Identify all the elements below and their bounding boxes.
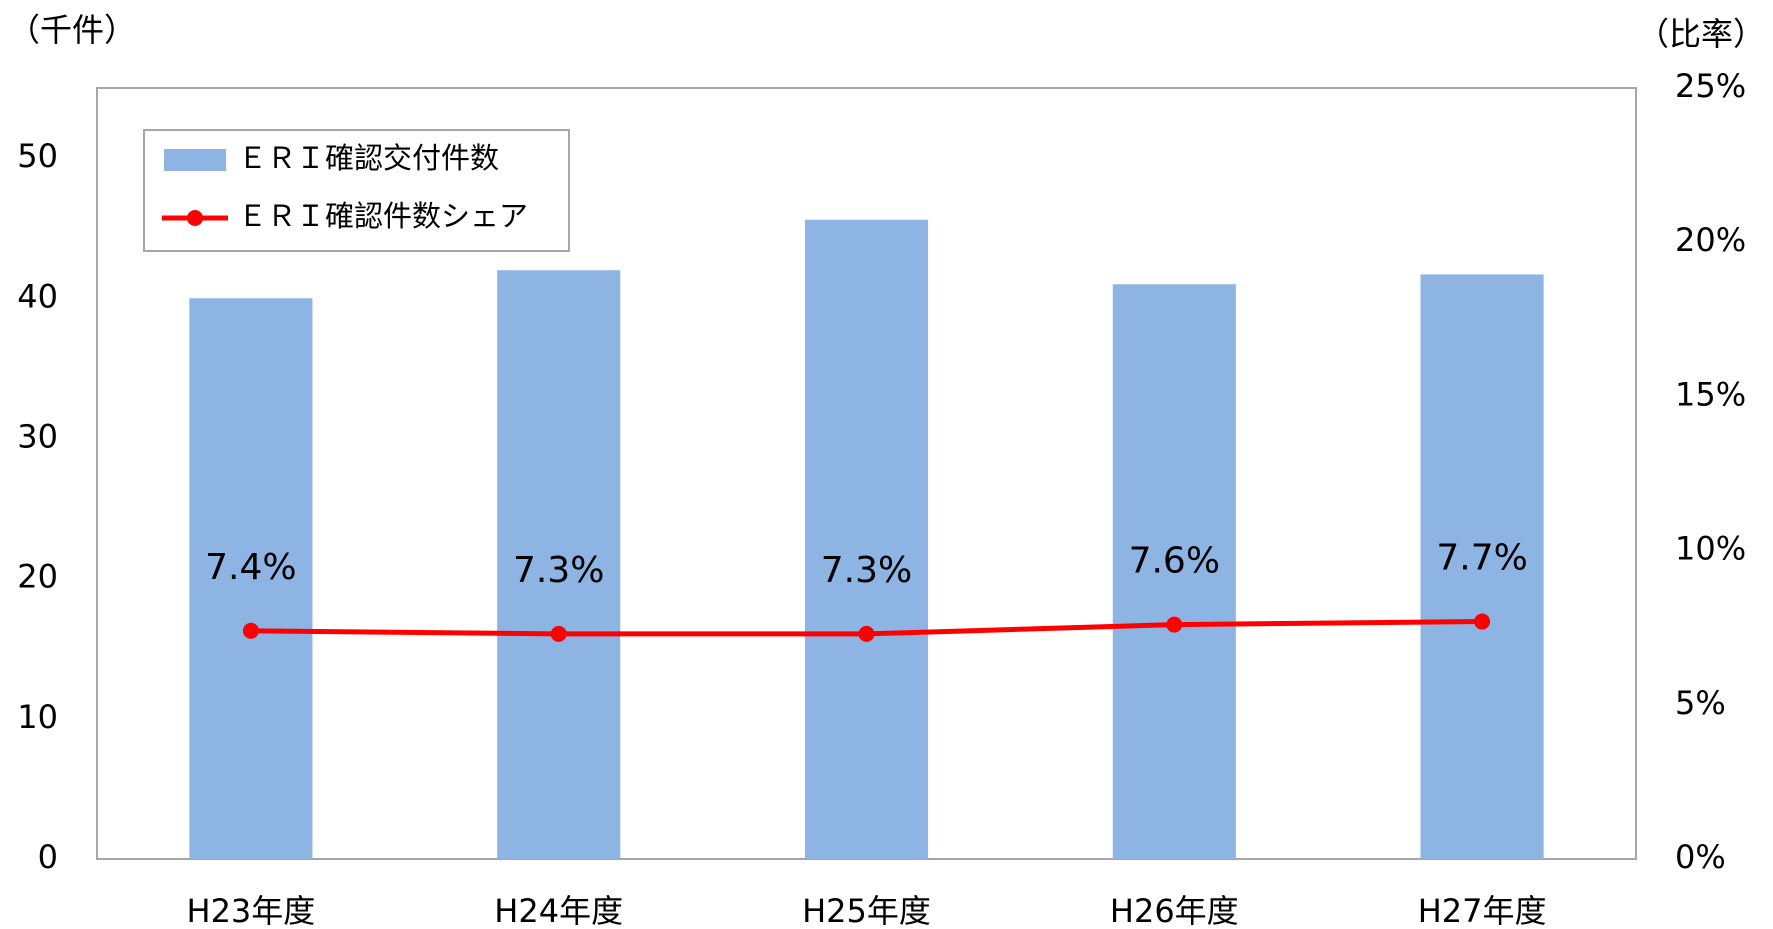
y2-tick-label: 10% — [1675, 530, 1746, 568]
bar — [1112, 284, 1236, 860]
y-tick-label: 10 — [17, 698, 58, 736]
data-label: 7.6% — [1129, 541, 1220, 582]
x-tick-label: H23年度 — [187, 892, 316, 929]
y-tick-label: 20 — [17, 558, 58, 596]
bar — [189, 298, 313, 860]
data-label: 7.3% — [513, 550, 604, 591]
x-tick-label: H26年度 — [1110, 892, 1239, 929]
line-marker — [242, 622, 259, 639]
x-tick-label: H25年度 — [802, 892, 931, 929]
line-marker — [858, 625, 875, 642]
y-tick-label: 30 — [17, 417, 58, 455]
line-marker — [1166, 616, 1183, 633]
line-marker — [550, 625, 567, 642]
y-axis-label: （千件） — [8, 11, 136, 49]
bar — [1420, 274, 1544, 860]
bar — [804, 219, 929, 860]
y2-tick-label: 25% — [1675, 67, 1746, 105]
legend-label: ＥＲＩ確認件数シェア — [238, 199, 528, 233]
y2-tick-label: 20% — [1675, 221, 1746, 259]
y2-tick-label: 0% — [1675, 838, 1726, 876]
data-label: 7.4% — [205, 547, 296, 588]
legend-swatch — [164, 149, 226, 171]
data-label: 7.3% — [821, 550, 912, 591]
y2-tick-label: 5% — [1675, 684, 1726, 722]
y-tick-label: 40 — [17, 277, 58, 315]
y2-tick-label: 15% — [1675, 375, 1746, 413]
x-tick-label: H27年度 — [1418, 892, 1547, 929]
y2-axis-label: （比率） — [1637, 15, 1765, 53]
line-marker — [1474, 613, 1491, 630]
y-tick-label: 50 — [17, 137, 58, 175]
x-tick-label: H24年度 — [494, 892, 623, 929]
bar — [497, 270, 621, 860]
y-tick-label: 0 — [38, 838, 58, 876]
legend-swatch — [187, 210, 203, 226]
legend-label: ＥＲＩ確認交付件数 — [238, 141, 499, 175]
data-label: 7.7% — [1436, 538, 1527, 579]
